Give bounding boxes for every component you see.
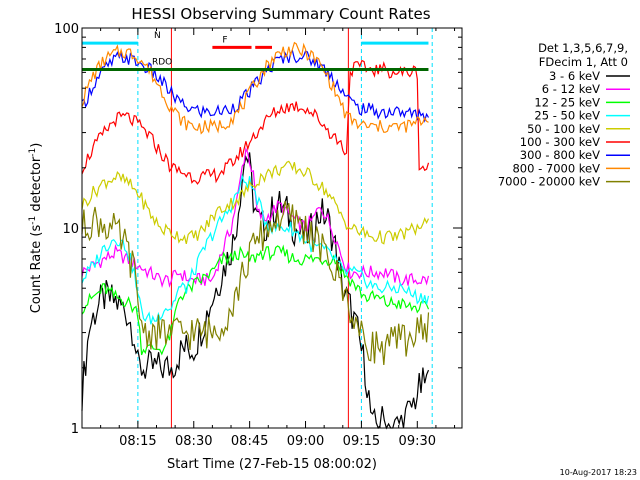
x-tick-label-3: 09:00 (287, 434, 324, 449)
legend-entry-label-6: 300 - 800 keV (520, 148, 600, 162)
x-tick-label-2: 08:45 (231, 434, 268, 449)
plot-frame (81, 27, 463, 429)
x-tick-label-5: 09:30 (399, 434, 436, 449)
y-tick-label-2: 100 (54, 22, 79, 37)
status-bar-label-1: RDO (152, 58, 172, 68)
x-tick-label-1: 08:30 (175, 434, 212, 449)
legend-entry-label-7: 800 - 7000 keV (512, 161, 600, 175)
legend-entry-label-1: 6 - 12 keV (542, 82, 600, 96)
legend-entry-label-4: 50 - 100 keV (527, 122, 600, 136)
y-axis-label-sup2: -1 (28, 148, 38, 157)
series-line-1 (81, 146, 430, 288)
status-bar-label-2: F (222, 35, 227, 45)
y-axis-label-close: ) (29, 143, 44, 148)
series-line-5 (81, 59, 430, 185)
series-line-0 (81, 152, 430, 430)
x-tick-label-0: 08:15 (119, 434, 156, 449)
legend-header-line-1: Det 1,3,5,6,7,9, (538, 41, 628, 55)
legend-entry-label-0: 3 - 6 keV (549, 69, 600, 83)
axis-ticks: 08:15 08:30 08:45 09:00 09:15 09:30 1 10 100 (54, 22, 462, 449)
legend-entry-label-5: 100 - 300 keV (520, 135, 600, 149)
series-line-7 (81, 41, 429, 135)
y-tick-label-0: 1 (71, 422, 79, 437)
y-tick-label-1: 10 (62, 222, 79, 237)
legend-entry-label-8: 7000 - 20000 keV (498, 175, 600, 189)
series-line-8 (81, 200, 430, 365)
y-axis-label-main: Count Rate (s (29, 225, 44, 314)
footer-date: 10-Aug-2017 18:23 (560, 468, 637, 477)
series-line-4 (81, 160, 430, 245)
legend-header-line-2: FDecim 1, Att 0 (539, 55, 628, 69)
legend: Det 1,3,5,6,7,9, FDecim 1, Att 0 3 - 6 k… (498, 41, 630, 189)
legend-entry-label-2: 12 - 25 keV (534, 95, 600, 109)
y-axis-label: Count Rate (s-1 detector-1) (28, 143, 44, 314)
series-line-3 (81, 173, 430, 325)
legend-entry-label-3: 25 - 50 keV (534, 109, 600, 123)
status-bar-label-0: N (154, 31, 161, 41)
x-axis-label: Start Time (27-Feb-15 08:00:02) (167, 457, 377, 472)
chart-title: HESSI Observing Summary Count Rates (131, 5, 430, 23)
y-axis-label-tail: detector (29, 156, 44, 216)
x-tick-label-4: 09:15 (343, 434, 380, 449)
series-line-2 (81, 244, 430, 356)
plot-area: N RDO F (81, 27, 463, 430)
y-axis-label-sup: -1 (28, 216, 38, 225)
